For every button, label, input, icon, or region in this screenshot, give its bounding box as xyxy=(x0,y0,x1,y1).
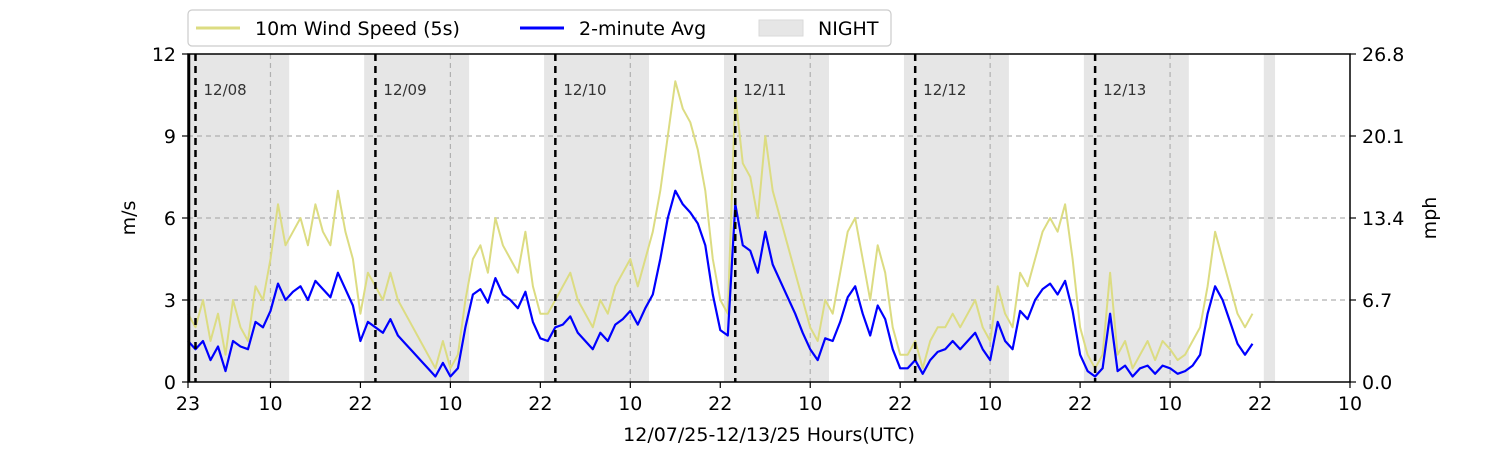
x-axis-ticks: 23 10 22 10 22 10 22 10 22 10 22 10 22 10 xyxy=(176,382,1362,415)
legend: 10m Wind Speed (5s) 2-minute Avg NIGHT xyxy=(187,9,892,47)
x-tick-label: 10 xyxy=(438,393,462,415)
x-tick-label: 23 xyxy=(176,393,200,415)
day-marker-label: 12/09 xyxy=(383,81,426,99)
x-tick-label: 22 xyxy=(348,393,372,415)
y-right-tick-label: 26.8 xyxy=(1362,44,1404,66)
x-tick-label: 10 xyxy=(1338,393,1362,415)
x-tick-label: 10 xyxy=(258,393,282,415)
x-tick-label: 10 xyxy=(978,393,1002,415)
series-lines xyxy=(187,80,1254,378)
day-marker-label: 12/11 xyxy=(743,81,786,99)
day-marker-label: 12/10 xyxy=(563,81,606,99)
y-tick-label: 3 xyxy=(164,290,176,312)
x-tick-label: 10 xyxy=(1158,393,1182,415)
two-minute-avg-line xyxy=(187,189,1254,378)
grid-lines xyxy=(188,135,1350,301)
y-tick-label: 9 xyxy=(164,126,176,148)
x-tick-label: 10 xyxy=(618,393,642,415)
legend-label: 10m Wind Speed (5s) xyxy=(255,18,460,40)
y-axis-ticks: 0 3 6 9 12 xyxy=(152,44,188,394)
y-right-tick-label: 13.4 xyxy=(1362,208,1404,230)
y-right-tick-label: 20.1 xyxy=(1362,126,1404,148)
x-axis-title: 12/07/25-12/13/25 Hours(UTC) xyxy=(623,424,915,446)
x-tick-label: 22 xyxy=(888,393,912,415)
x-tick-label: 22 xyxy=(1248,393,1272,415)
y-tick-label: 12 xyxy=(152,44,176,66)
y-axis-title: m/s xyxy=(118,201,140,236)
day-marker-label: 12/12 xyxy=(923,81,966,99)
night-band xyxy=(188,54,290,382)
legend-swatch-patch xyxy=(758,19,804,37)
x-tick-label: 22 xyxy=(1068,393,1092,415)
day-markers: 12/08 12/09 12/10 12/11 12/12 12/13 xyxy=(187,54,1146,382)
legend-label: NIGHT xyxy=(818,18,879,40)
y-right-axis-title: mph xyxy=(1419,197,1441,240)
y-tick-label: 0 xyxy=(164,372,176,394)
x-tick-label: 22 xyxy=(528,393,552,415)
legend-label: 2-minute Avg xyxy=(579,18,706,40)
y-right-axis-ticks: 0.0 6.7 13.4 20.1 26.8 xyxy=(1350,44,1404,394)
wind-speed-5s-line xyxy=(187,80,1254,370)
y-tick-label: 6 xyxy=(164,208,176,230)
x-tick-label: 10 xyxy=(798,393,822,415)
y-right-tick-label: 6.7 xyxy=(1362,290,1392,312)
day-marker-label: 12/13 xyxy=(1103,81,1146,99)
y-right-tick-label: 0.0 xyxy=(1362,372,1392,394)
x-tick-label: 22 xyxy=(708,393,732,415)
day-marker-label: 12/08 xyxy=(203,81,246,99)
